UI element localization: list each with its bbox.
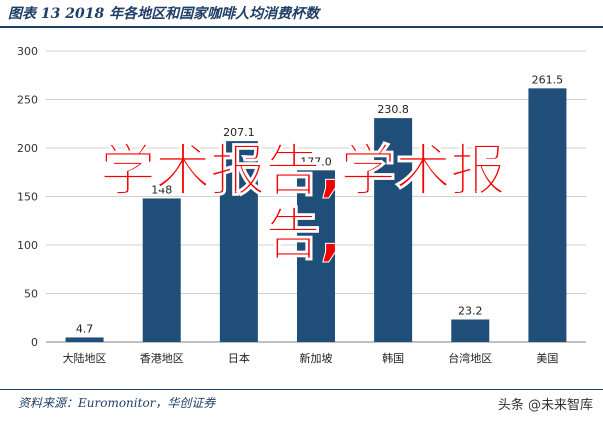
footer-divider — [0, 389, 603, 390]
x-tick-label: 日本 — [228, 351, 250, 365]
bar — [528, 88, 567, 342]
bar — [65, 337, 104, 342]
chart-labels: 0 50 100 150 200 250 300 4.7 大陆地区 148 香港地区 207.1 日本 1… — [17, 45, 563, 365]
y-tick-label: 300 — [17, 45, 38, 58]
bar — [374, 118, 413, 343]
data-label: 261.5 — [532, 73, 564, 86]
bar-chart: 0 50 100 150 200 250 300 4.7 大陆地区 148 香港地区 207.1 日本 1… — [17, 45, 586, 365]
bar — [219, 141, 258, 342]
watermark-overlay-text: 学术报告,学术报 告, — [15, 139, 590, 268]
source-note: 资料来源：Euromonitor，华创证券 — [18, 396, 216, 410]
x-tick-label: 新加坡 — [300, 351, 333, 365]
watermark-line-2: 告, — [264, 203, 341, 268]
data-label: 230.8 — [377, 103, 409, 116]
x-tick-label: 大陆地区 — [63, 351, 107, 365]
bar — [297, 170, 335, 342]
watermark-line-1: 学术报告,学术报 — [99, 139, 506, 204]
y-tick-label: 50 — [24, 288, 38, 301]
bar — [451, 319, 490, 342]
data-label: 177.0 — [300, 155, 332, 168]
data-label: 207.1 — [223, 126, 255, 139]
y-tick-label: 0 — [31, 336, 38, 349]
data-label: 148 — [151, 183, 172, 196]
y-tick-label: 150 — [17, 191, 38, 204]
data-label: 23.2 — [458, 304, 483, 317]
brand-label: 头条 @未来智库 — [497, 398, 593, 413]
bar — [142, 198, 181, 342]
x-tick-label: 韩国 — [382, 351, 404, 365]
figure-title: 图表 13 2018 年各地区和国家咖啡人均消费杯数 — [8, 6, 320, 22]
y-tick-label: 200 — [17, 142, 38, 155]
y-tick-label: 100 — [17, 239, 38, 252]
x-tick-label: 美国 — [536, 352, 558, 365]
chart-bars — [65, 88, 567, 343]
data-label: 4.7 — [76, 322, 94, 335]
x-tick-label: 台湾地区 — [448, 351, 492, 365]
header-divider — [0, 26, 603, 28]
figure-header: 图表 13 2018 年各地区和国家咖啡人均消费杯数 — [0, 0, 603, 26]
y-tick-label: 250 — [17, 94, 38, 107]
x-tick-label: 香港地区 — [140, 352, 184, 365]
